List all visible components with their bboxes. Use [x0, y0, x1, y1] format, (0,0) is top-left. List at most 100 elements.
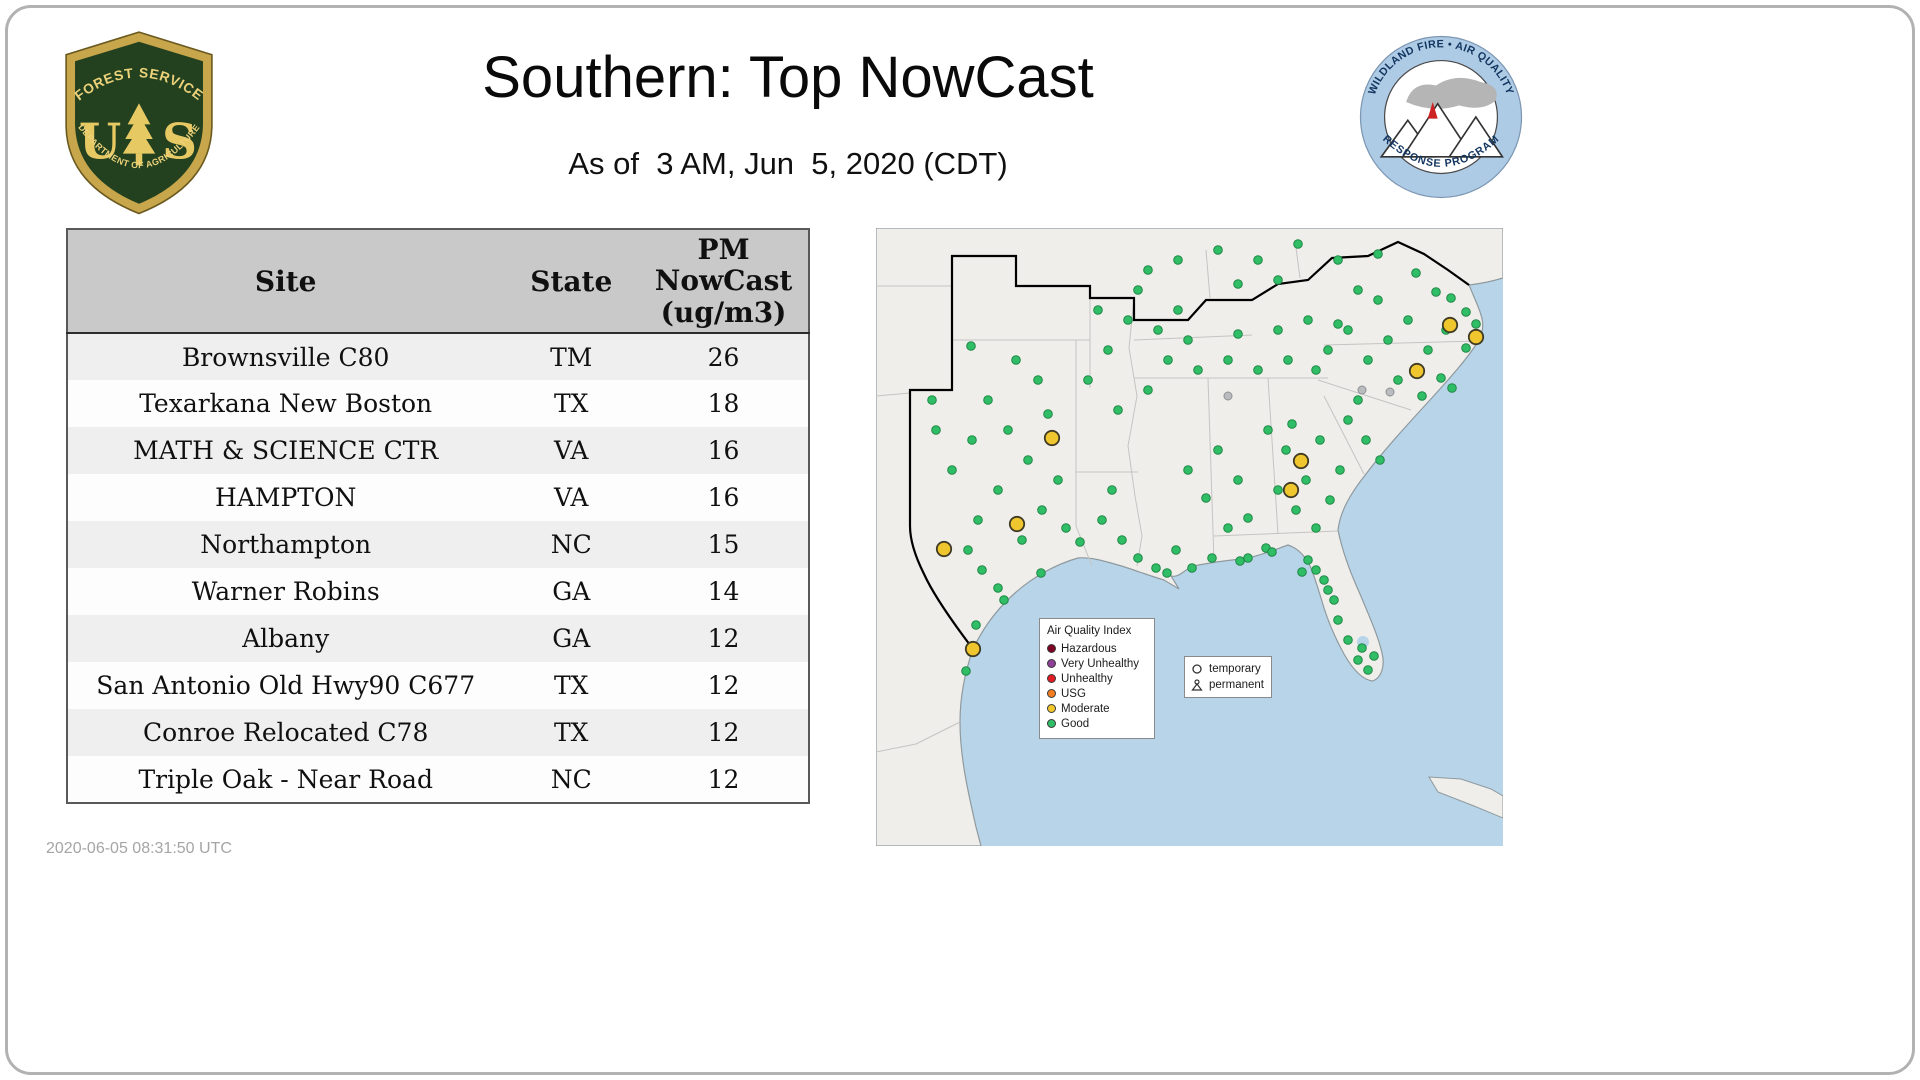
site-marker-good	[977, 565, 987, 575]
site-marker-good	[1123, 315, 1133, 325]
site-marker-good	[1213, 245, 1223, 255]
site-marker-good	[1151, 563, 1161, 573]
site-marker-good	[1273, 325, 1283, 335]
site-marker-good	[1293, 239, 1303, 249]
legend-item-unhealthy: Unhealthy	[1047, 671, 1147, 686]
site-marker-good	[1183, 335, 1193, 345]
site-marker-good	[1233, 279, 1243, 289]
column-header-state: State	[503, 229, 640, 335]
site-marker-good	[993, 583, 1003, 593]
smoke-icon	[1406, 77, 1497, 109]
table-header-row: Site State PM NowCast (ug/m3)	[67, 229, 809, 335]
site-marker-good	[999, 595, 1009, 605]
site-marker-good	[1023, 455, 1033, 465]
site-marker-good	[1343, 325, 1353, 335]
site-marker-good	[1323, 585, 1333, 595]
legend-item-permanent: permanent	[1191, 677, 1265, 693]
site-marker-good	[1171, 545, 1181, 555]
site-marker-moderate	[1292, 452, 1310, 470]
site-marker-good	[1281, 445, 1291, 455]
site-marker-good	[1097, 515, 1107, 525]
state-cell: NC	[550, 764, 592, 794]
site-marker-good	[1287, 419, 1297, 429]
site-marker-good	[1369, 651, 1379, 661]
site-marker-good	[1117, 535, 1127, 545]
map-canvas	[876, 228, 1503, 846]
table-row: Brownsville C80 TM 26	[67, 333, 809, 381]
site-marker-good	[1363, 665, 1373, 675]
legend-item-moderate: Moderate	[1047, 701, 1147, 716]
site-marker-good	[1393, 375, 1403, 385]
site-marker-good	[1333, 319, 1343, 329]
site-marker-moderate	[1008, 515, 1026, 533]
site-marker-good	[973, 515, 983, 525]
site-marker-good	[931, 425, 941, 435]
site-marker-good	[1187, 563, 1197, 573]
table-row: Conroe Relocated C78 TX 12	[67, 709, 809, 757]
site-marker-good	[1353, 285, 1363, 295]
site-marker-good	[1291, 505, 1301, 515]
site-marker-moderate	[964, 640, 982, 658]
site-marker-good	[1037, 505, 1047, 515]
site-marker-good	[1173, 255, 1183, 265]
state-cell: VA	[554, 436, 589, 466]
state-cell: NC	[550, 530, 592, 560]
permanent-monitor-icon	[1191, 679, 1203, 691]
site-cell: Albany	[242, 624, 330, 654]
legend-label: Unhealthy	[1061, 672, 1113, 685]
site-marker-good	[1036, 568, 1046, 578]
site-marker-good	[963, 545, 973, 555]
flame-icon	[1427, 102, 1438, 119]
site-marker-good	[1017, 535, 1027, 545]
site-marker-good	[1075, 537, 1085, 547]
site-marker-good	[1447, 383, 1457, 393]
table-row: HAMPTON VA 16	[67, 474, 809, 522]
legend-color-swatch	[1047, 704, 1056, 713]
site-marker-good	[1033, 375, 1043, 385]
column-header-pm-nowcast: PM NowCast (ug/m3)	[639, 229, 809, 335]
site-marker-good	[1431, 287, 1441, 297]
page-subtitle: As of 3 AM, Jun 5, 2020 (CDT)	[568, 145, 1008, 181]
site-marker-good	[1423, 345, 1433, 355]
value-cell: 12	[707, 624, 740, 654]
site-marker-good	[1143, 385, 1153, 395]
site-marker-good	[947, 465, 957, 475]
site-marker-good	[1133, 553, 1143, 563]
site-marker-good	[1343, 635, 1353, 645]
state-cell: TM	[550, 342, 593, 372]
site-marker-good	[1303, 315, 1313, 325]
site-cell: MATH & SCIENCE CTR	[133, 436, 439, 466]
site-marker-good	[1061, 523, 1071, 533]
site-marker-good	[1233, 475, 1243, 485]
site-marker-good	[1235, 556, 1245, 566]
site-marker-good	[1253, 365, 1263, 375]
legend-label: USG	[1061, 687, 1086, 700]
site-marker-good	[1133, 285, 1143, 295]
mountains-icon	[1379, 102, 1504, 158]
site-marker-good	[1103, 345, 1113, 355]
value-cell: 18	[707, 389, 740, 419]
site-marker-good	[1333, 255, 1343, 265]
legend-item-very-unhealthy: Very Unhealthy	[1047, 656, 1147, 671]
state-cell: GA	[552, 624, 591, 654]
site-marker-good	[1243, 553, 1253, 563]
site-marker-moderate	[1441, 316, 1459, 334]
site-marker-good	[1353, 655, 1363, 665]
legend-color-swatch	[1047, 719, 1056, 728]
site-cell: Northampton	[200, 530, 372, 560]
site-marker-good	[1303, 555, 1313, 565]
site-marker-moderate	[1408, 362, 1426, 380]
usfs-letter-s: S	[162, 113, 197, 170]
site-marker-good	[1053, 475, 1063, 485]
cuba	[1428, 776, 1503, 819]
legend-item-usg: USG	[1047, 686, 1147, 701]
site-cell: Triple Oak - Near Road	[138, 764, 433, 794]
site-marker-good	[983, 395, 993, 405]
table-row: Albany GA 12	[67, 615, 809, 663]
site-marker-good	[1315, 435, 1325, 445]
site-marker-good	[967, 435, 977, 445]
site-marker-good	[1436, 373, 1446, 383]
site-cell: San Antonio Old Hwy90 C677	[96, 671, 476, 701]
site-marker-good	[1233, 329, 1243, 339]
legend-label: Moderate	[1061, 702, 1110, 715]
